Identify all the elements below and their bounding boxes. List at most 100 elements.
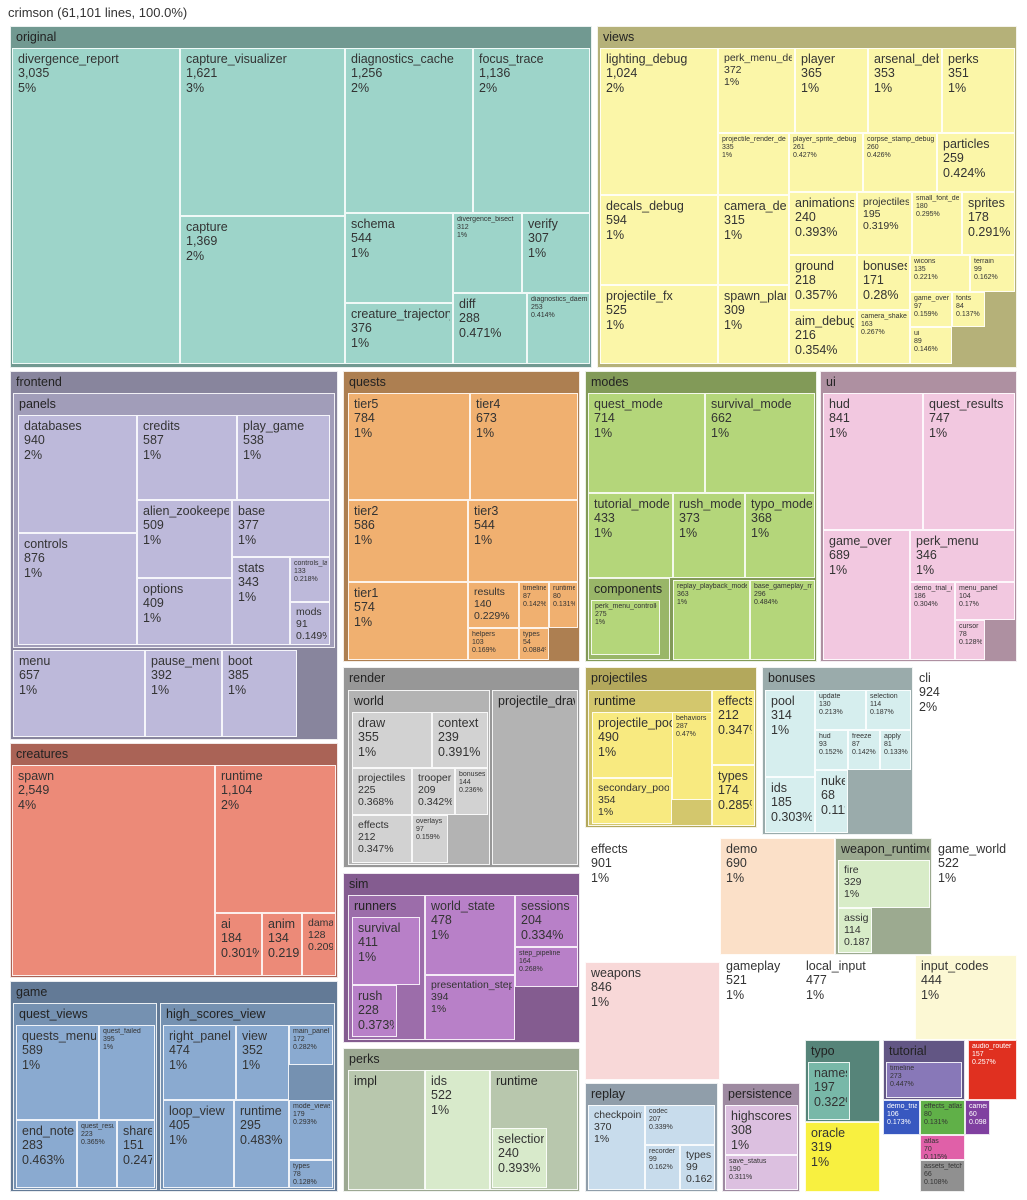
node-value: 368: [751, 511, 772, 526]
leaf-rect: diagnostics_cache 1,256 2%: [345, 48, 473, 213]
leaf-label: tier1 574 1%: [354, 586, 465, 629]
leaf-label: input_codes 444 1%: [921, 959, 1014, 1002]
node-share: 1%: [711, 425, 730, 440]
group-label: typo: [811, 1044, 877, 1058]
group-label: replay: [591, 1087, 715, 1101]
node-name: game_world: [938, 842, 1007, 856]
leaf-label: game_world 522 1%: [938, 842, 1014, 885]
node-name: replay_playback_mode: [677, 583, 747, 590]
node-share: 1%: [238, 589, 257, 604]
node-value: 89: [914, 338, 922, 346]
node-value: 134: [268, 931, 289, 946]
leaf-rect: corpse_stamp_debug 260 0.426%: [863, 133, 937, 192]
leaf-label: menu_panel 104 0.17%: [959, 585, 1012, 609]
leaf-label: quest_failed 395 1%: [103, 1028, 152, 1052]
node-share: 1%: [103, 1044, 114, 1052]
node-name: mode_views: [293, 1103, 330, 1110]
leaf-rect: animations 240 0.393%: [789, 192, 857, 255]
leaf-label: camera_debug3151%: [724, 199, 786, 242]
leaf-label: pause_menu 392 1%: [151, 654, 219, 697]
node-value: 901: [591, 856, 612, 871]
group-label: quests: [349, 375, 577, 389]
leaf-label: spawn_plan 309 1%: [724, 289, 786, 332]
node-share: 0.267%: [861, 329, 885, 337]
leaf-label: runtime 80 0.131%: [553, 585, 575, 609]
leaf-rect: tier4 673 1%: [470, 393, 578, 500]
node-value: 784: [354, 411, 375, 426]
node-value: 97: [416, 826, 424, 834]
node-value: 140: [474, 598, 492, 611]
leaf-rect: secondary_pool 354 1%: [592, 778, 672, 824]
node-name: shared: [123, 1124, 152, 1138]
node-name: tier3: [474, 504, 499, 518]
node-share: 1%: [595, 619, 606, 627]
node-name: selection: [498, 1132, 544, 1146]
leaf-label: stats 343 1%: [238, 561, 287, 604]
node-share: 0.347%: [718, 722, 752, 737]
node-share: 0.162%: [649, 1164, 673, 1172]
leaf-label: view 352 1%: [242, 1029, 286, 1072]
node-share: 1%: [24, 565, 43, 580]
leaf-rect: replay_playback_mode 363 1%: [673, 580, 750, 660]
node-share: 1%: [731, 1137, 750, 1152]
leaf-rect: fonts 84 0.137%: [952, 292, 985, 327]
leaf-rect: selection 240 0.393%: [492, 1128, 547, 1188]
node-name: oracle: [811, 1126, 846, 1140]
leaf-label: fire 329 1%: [844, 864, 927, 900]
node-name: cursor: [959, 623, 979, 630]
node-name: types: [718, 769, 748, 783]
node-value: 212: [358, 831, 376, 844]
leaf-rect: quest_failed 395 1%: [99, 1025, 155, 1120]
leaf-rect: player 365 1%: [795, 48, 868, 133]
node-share: 1%: [351, 245, 370, 260]
node-name: tier4: [476, 397, 501, 411]
leaf-label: quests_menu 589 1%: [22, 1029, 96, 1072]
node-value: 283: [22, 1138, 43, 1153]
node-name: timeline: [890, 1065, 915, 1072]
node-share: 0.209%: [308, 941, 333, 954]
leaf-rect: play_game 538 1%: [237, 415, 330, 500]
leaf-label: play_game 538 1%: [243, 419, 327, 462]
node-share: 5%: [18, 80, 37, 95]
node-value: 846: [591, 980, 612, 995]
leaf-rect: hud 841 1%: [823, 393, 923, 530]
node-share: 1%: [677, 599, 688, 607]
leaf-label: quest_results 747 1%: [929, 397, 1012, 440]
group-label: runners: [354, 899, 422, 913]
node-share: 1%: [474, 532, 493, 547]
leaf-rect: aim_debug 216 0.354%: [789, 310, 857, 364]
leaf-rect: local_input 477 1%: [800, 955, 915, 1040]
node-value: 99: [974, 266, 982, 274]
leaf-label: options 409 1%: [143, 582, 229, 625]
node-share: 1%: [724, 227, 743, 242]
node-value: 747: [929, 411, 950, 426]
leaf-label: timeline 87 0.142%: [523, 585, 546, 609]
node-value: 197: [814, 1080, 835, 1095]
leaf-label: camera600.0981%: [969, 1103, 987, 1127]
node-value: 689: [829, 548, 850, 563]
leaf-label: context 239 0.391%: [438, 716, 485, 759]
node-value: 2,549: [18, 783, 50, 798]
node-value: 54: [523, 639, 531, 647]
node-name: world: [354, 694, 384, 708]
leaf-rect: codec 207 0.339%: [645, 1105, 715, 1145]
node-share: 0.295%: [916, 211, 940, 219]
leaf-rect: schema 544 1%: [345, 213, 453, 303]
leaf-rect: player_sprite_debug 261 0.427%: [789, 133, 863, 192]
leaf-label: player_sprite_debug 261 0.427%: [793, 136, 860, 160]
leaf-label: camera_shake 163 0.267%: [861, 313, 907, 337]
node-name: types: [523, 631, 540, 638]
node-name: effects: [591, 842, 628, 856]
leaf-rect: ui 89 0.146%: [910, 327, 952, 364]
node-name: player_sprite_debug: [793, 136, 857, 143]
node-share: 0.391%: [438, 744, 481, 759]
leaf-rect: capture_visualizer 1,621 3%: [180, 48, 345, 216]
leaf-rect: stats 343 1%: [232, 557, 290, 645]
node-share: 0.149%: [296, 630, 327, 643]
leaf-rect: camera600.0981%: [965, 1100, 990, 1135]
leaf-rect: capture 1,369 2%: [180, 216, 345, 364]
node-share: 1%: [938, 870, 957, 885]
node-value: 239: [438, 730, 459, 745]
node-name: behaviors: [676, 715, 707, 722]
